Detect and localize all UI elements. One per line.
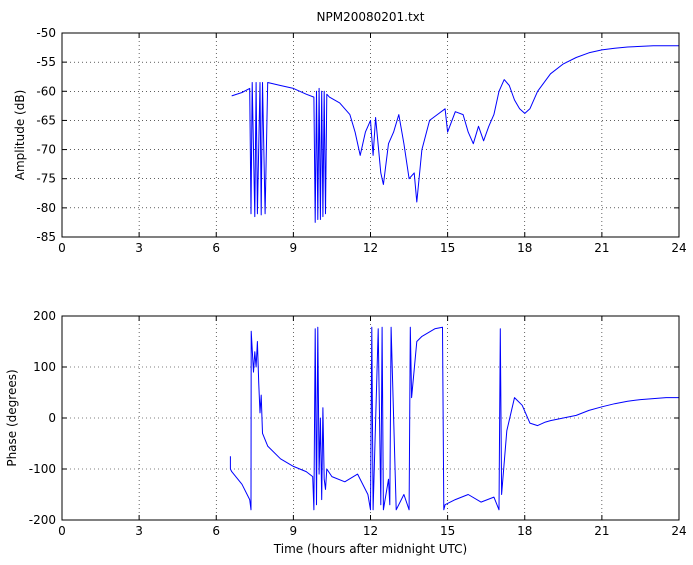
phase-y-tick-label: 200	[33, 309, 56, 323]
chart-title: NPM20080201.txt	[317, 10, 425, 24]
phase-x-tick-label: 9	[290, 524, 298, 538]
phase-plot: 0 3 6 9 12 15 18 21 24 200 100 0 -100 -200 Phase (deg…	[5, 309, 687, 556]
x-axis-label: Time (hours after midnight UTC)	[273, 542, 467, 556]
phase-x-tick-label: 3	[135, 524, 143, 538]
amplitude-y-tick-label: -70	[36, 143, 56, 157]
amplitude-x-tick-label: 12	[363, 241, 378, 255]
phase-x-tick-label: 12	[363, 524, 378, 538]
amplitude-x-tick-label: 21	[594, 241, 609, 255]
phase-axes-box	[61, 315, 680, 521]
phase-y-tick-label: 0	[48, 411, 56, 425]
amplitude-x-tick-label: 9	[290, 241, 298, 255]
phase-series-line	[229, 326, 679, 511]
phase-ticks: 0 3 6 9 12 15 18 21 24 200 100 0 -100 -200	[29, 309, 687, 538]
amplitude-axes-box	[61, 32, 680, 238]
phase-x-tick-label: 6	[212, 524, 220, 538]
amplitude-y-tick-label: -80	[36, 201, 56, 215]
amplitude-series-line	[231, 45, 679, 223]
amplitude-plot: 0 3 6 9 12 15 18 21 24 -50 -55 -60 -65 -70 -75 -80 -85 N…	[13, 10, 687, 255]
amplitude-x-tick-label: 15	[440, 241, 455, 255]
amplitude-x-tick-label: 0	[58, 241, 66, 255]
amplitude-x-tick-label: 18	[517, 241, 532, 255]
amplitude-y-tick-label: -65	[36, 113, 56, 127]
phase-y-tick-label: -100	[29, 462, 56, 476]
phase-y-tick-label: -200	[29, 513, 56, 527]
amplitude-x-tick-label: 6	[212, 241, 220, 255]
phase-x-tick-label: 15	[440, 524, 455, 538]
phase-x-tick-label: 24	[671, 524, 686, 538]
amplitude-y-tick-label: -55	[36, 55, 56, 69]
amplitude-ticks: 0 3 6 9 12 15 18 21 24 -50 -55 -60 -65 -70 -75 -80 -85	[36, 26, 686, 255]
amplitude-plot-area	[62, 33, 679, 237]
phase-y-tick-label: 100	[33, 360, 56, 374]
amplitude-x-tick-label: 3	[135, 241, 143, 255]
phase-x-tick-label: 18	[517, 524, 532, 538]
amplitude-x-tick-label: 24	[671, 241, 686, 255]
phase-x-tick-label: 0	[58, 524, 66, 538]
amplitude-y-tick-label: -60	[36, 84, 56, 98]
amplitude-y-tick-label: -85	[36, 230, 56, 244]
amplitude-y-tick-label: -50	[36, 26, 56, 40]
phase-y-axis-label: Phase (degrees)	[5, 369, 19, 466]
phase-x-tick-label: 21	[594, 524, 609, 538]
amplitude-y-axis-label: Amplitude (dB)	[13, 90, 27, 181]
amplitude-y-tick-label: -75	[36, 172, 56, 186]
